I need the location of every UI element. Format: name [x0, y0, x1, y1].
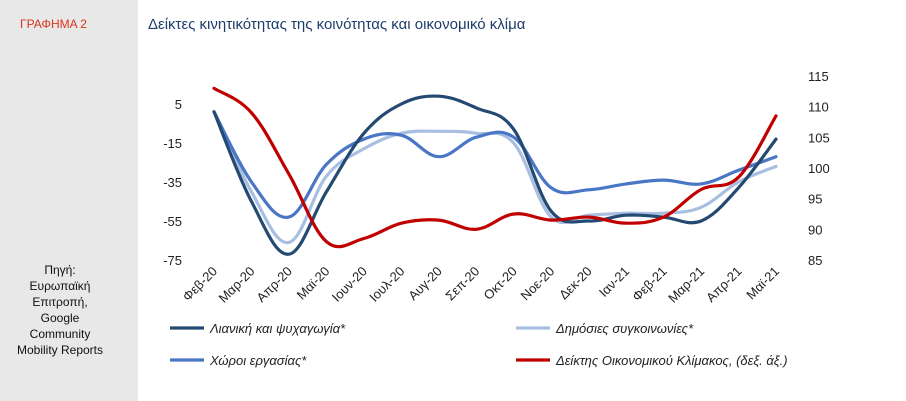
x-axis-tick: Φεβ-21 — [629, 264, 670, 305]
x-axis-tick: Μαρ-21 — [665, 264, 707, 306]
x-axis-tick: Απρ-20 — [253, 264, 295, 306]
x-axis-tick: Απρ-21 — [703, 264, 745, 306]
x-axis-tick: Ιουν-20 — [329, 264, 370, 305]
right-axis-tick: 85 — [808, 253, 822, 268]
x-axis-tick: Αυγ-20 — [405, 264, 445, 304]
right-axis-tick: 90 — [808, 222, 822, 237]
right-axis-tick: 95 — [808, 192, 822, 207]
source-line: Επιτροπή, — [32, 295, 88, 309]
legend-entry: Δημόσιες συγκοινωνίες* — [555, 321, 694, 336]
chart-title: Δείκτες κινητικότητας της κοινότητας και… — [148, 16, 526, 33]
x-axis-tick: Φεβ-20 — [180, 264, 221, 305]
left-axis-tick: -35 — [163, 175, 182, 190]
left-axis-tick: -75 — [163, 253, 182, 268]
series-line — [212, 86, 778, 249]
source-line: Google — [40, 311, 80, 325]
right-axis-tick: 100 — [808, 161, 830, 176]
series-line — [212, 110, 778, 219]
figure-label: ΓΡΑΦΗΜΑ 2 — [20, 17, 87, 31]
right-axis-tick: 105 — [808, 130, 830, 145]
source-line: Ευρωπαϊκή — [29, 279, 91, 293]
series-line — [212, 94, 778, 256]
x-axis-tick: Μαϊ-21 — [743, 264, 782, 303]
right-axis-tick: 115 — [808, 69, 829, 84]
source-line: Πηγή: — [44, 263, 76, 277]
right-axis-tick: 110 — [808, 100, 829, 115]
x-axis-tick: Μαρ-20 — [215, 264, 257, 306]
source-line: Mobility Reports — [16, 343, 104, 357]
x-axis-tick: Μαϊ-20 — [294, 264, 333, 303]
source-note: Πηγή: Ευρωπαϊκή Επιτροπή, Google Communi… — [4, 262, 116, 358]
x-axis-tick: Δεκ-20 — [556, 264, 595, 303]
sidebar: ΓΡΑΦΗΜΑ 2 Πηγή: Ευρωπαϊκή Επιτροπή, Goog… — [0, 0, 124, 401]
legend-entry: Λιανική και ψυχαγωγία* — [209, 321, 346, 336]
left-axis-tick: -15 — [163, 136, 182, 151]
legend-entry: Χώροι εργασίας* — [209, 353, 307, 368]
x-axis-tick: Ιουλ-20 — [366, 264, 407, 305]
x-axis-tick: Σεπ-20 — [442, 264, 482, 304]
x-axis-tick: Νοε-20 — [518, 264, 558, 304]
left-axis-tick: -55 — [163, 214, 182, 229]
left-axis-tick: 5 — [175, 97, 182, 112]
source-line: Community — [29, 327, 91, 341]
x-axis-tick: Ιαν-21 — [596, 264, 632, 300]
x-axis-tick: Οκτ-20 — [481, 264, 520, 303]
legend-entry: Δείκτης Οικονομικού Κλίμακος, (δεξ. άξ.) — [555, 353, 788, 368]
